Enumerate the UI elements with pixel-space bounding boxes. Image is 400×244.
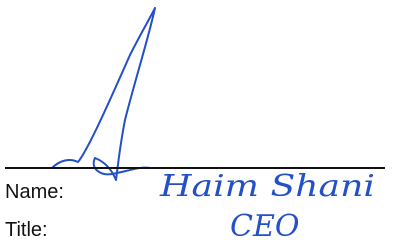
handwritten-title: CEO xyxy=(230,209,299,244)
handwritten-name: Haim Shani xyxy=(159,169,375,204)
signature-page: Name: Haim Shani Title: CEO xyxy=(0,0,400,244)
name-label: Name: xyxy=(5,181,64,203)
title-label: Title: xyxy=(5,219,48,241)
signature-block: Name: Haim Shani Title: CEO xyxy=(0,0,400,244)
signature-stroke xyxy=(52,8,155,180)
